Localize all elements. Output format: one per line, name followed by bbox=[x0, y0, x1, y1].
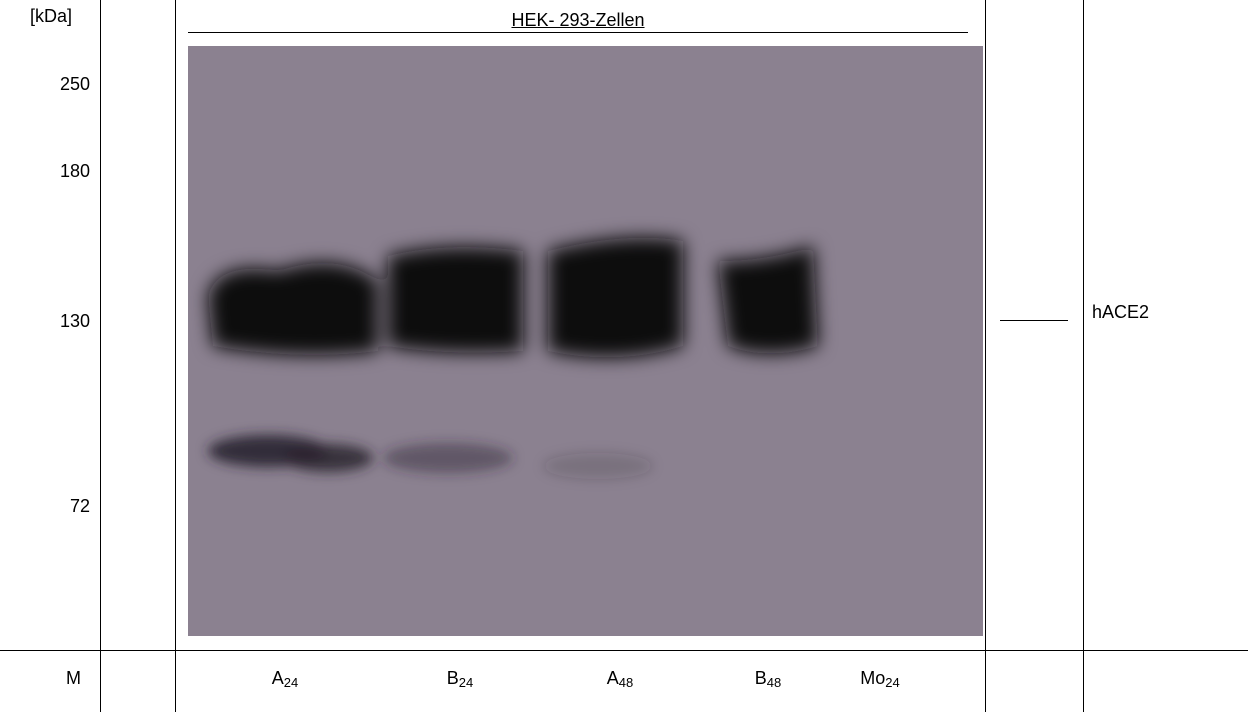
cell-border bbox=[985, 0, 986, 712]
cell-border bbox=[1083, 0, 1084, 712]
lower-bands bbox=[208, 435, 653, 479]
band-marker-line bbox=[1000, 320, 1068, 321]
title-text: HEK- 293-Zellen bbox=[511, 10, 645, 30]
lane-label: B48 bbox=[723, 668, 813, 690]
lane-label: A48 bbox=[575, 668, 665, 690]
marker-size: 130 bbox=[59, 311, 90, 331]
blot-title: HEK- 293-Zellen bbox=[188, 8, 968, 33]
row-border bbox=[0, 650, 1248, 651]
lane-letter: B bbox=[446, 668, 459, 688]
lane-label: B24 bbox=[415, 668, 505, 690]
lane-sub: 48 bbox=[618, 675, 634, 690]
marker-size: 72 bbox=[69, 496, 90, 516]
lane-sub: 48 bbox=[766, 675, 782, 690]
band-label: hACE2 bbox=[1092, 302, 1150, 322]
lane-letter: A bbox=[606, 668, 619, 688]
lane-sub: 24 bbox=[458, 675, 474, 690]
main-bands bbox=[208, 237, 818, 358]
blot-image bbox=[188, 46, 983, 636]
lane-label: A24 bbox=[240, 668, 330, 690]
unit-label: [kDa] bbox=[30, 6, 73, 26]
lane-letter: Mo bbox=[860, 668, 886, 688]
cell-border bbox=[175, 0, 176, 712]
marker-lane-label: M bbox=[66, 668, 81, 688]
marker-size: 180 bbox=[59, 161, 90, 181]
lane-sub: 24 bbox=[885, 675, 900, 690]
lane-sub: 24 bbox=[283, 675, 299, 690]
lane-letter: B bbox=[754, 668, 767, 688]
lane-letter: A bbox=[271, 668, 284, 688]
lane-label: Mo24 bbox=[835, 668, 925, 690]
marker-size: 250 bbox=[59, 74, 90, 94]
cell-border bbox=[100, 0, 101, 712]
